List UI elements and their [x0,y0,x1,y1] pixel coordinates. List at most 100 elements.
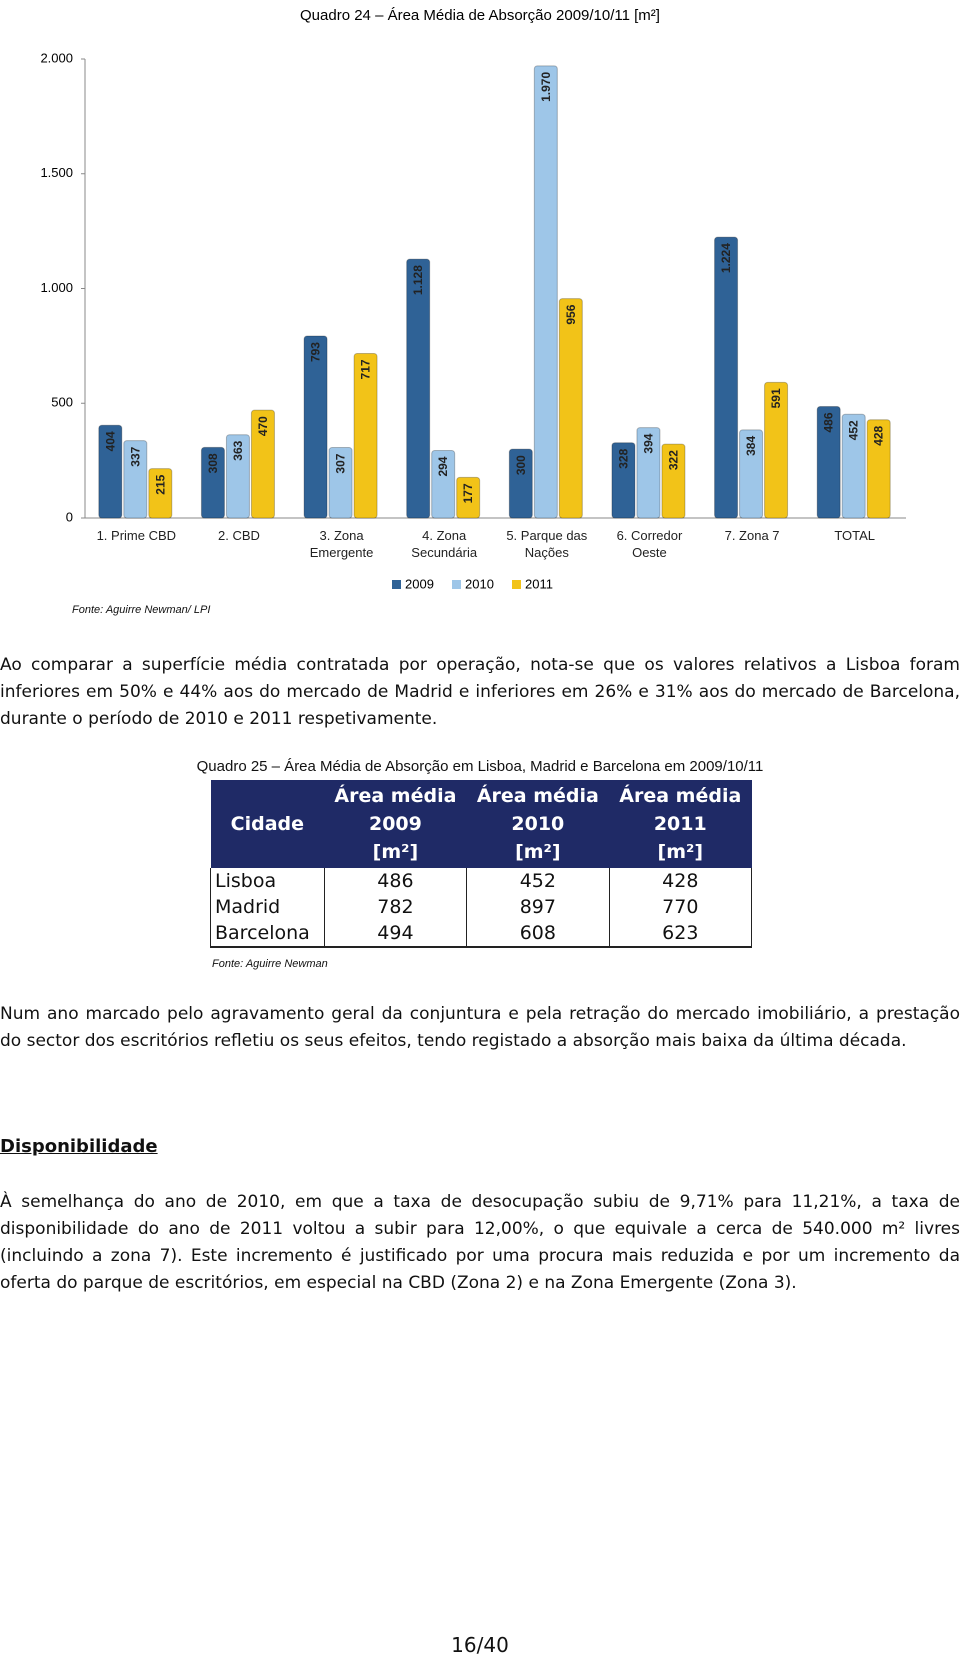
y-tick-label: 2.000 [40,50,73,65]
bar [841,413,866,519]
x-tick-label: 5. Parque das Nações [506,528,588,560]
table-cell: Lisboa [210,868,325,894]
header-cell: Cidade [210,780,325,868]
value-label: 793 [309,342,323,362]
bar [431,450,456,519]
legend-swatch [452,580,461,589]
header-line: [m²] [515,841,561,863]
value-label: 394 [641,433,655,453]
bar [739,429,764,519]
x-tick-label: 2. CBD [217,528,260,543]
header-line: Área média [619,785,742,807]
legend-label: 2009 [405,576,434,591]
header-line: Área média [476,785,599,807]
bar [123,440,148,519]
bar [98,424,123,519]
bar [533,65,558,519]
table-cell: 452 [466,868,610,894]
value-label: 294 [436,456,450,476]
value-label: 1.970 [539,72,553,102]
value-label: 322 [666,450,680,470]
value-label: 307 [334,453,348,473]
x-tick-label: 4. Zona Secundária [411,528,478,560]
bar [558,298,583,519]
table-cell: Madrid [210,894,325,920]
bar [456,476,481,519]
bar [816,405,841,519]
header-row: Cidade Área média 2009 [m²] Área média 2010 [m… [210,780,752,868]
x-tick-label: TOTAL [834,528,876,543]
header-cell: Área média 2009 [m²] [324,780,467,868]
value-label: 177 [461,483,475,503]
legend-swatch [392,580,401,589]
legend-label: 2010 [465,576,494,591]
chart-source: Fonte: Aguirre Newman/ LPI [72,604,211,616]
bar [611,442,636,519]
value-label: 486 [822,412,836,432]
y-tick-label: 1.500 [40,165,73,180]
x-tick-label: 6. Corredor Oeste [616,528,683,560]
value-label: 384 [744,436,758,456]
value-label: 428 [872,425,886,445]
bar [250,409,275,519]
header-line: Área média [334,785,457,807]
x-tick-label: 1. Prime CBD [96,528,177,543]
section-heading: Disponibilidade [0,1136,158,1157]
value-label: 452 [847,420,861,440]
header-line: 2010 [511,813,565,835]
y-tick-label: 0 [66,509,73,524]
table-cell: 770 [608,894,753,920]
header-line: [m²] [657,841,704,863]
table-cell: 486 [323,868,468,894]
page-number: 16/40 [451,1633,509,1657]
bar [303,335,328,519]
bar [353,352,378,519]
legend-label: 2011 [525,576,553,591]
legend-swatch [512,580,521,589]
bar [148,468,173,519]
header-line: Cidade [230,813,305,835]
chart-title: Quadro 24 – Área Média de Absorção 2009/… [300,7,660,24]
table-cell: 494 [323,920,468,948]
value-label: 1.224 [719,243,733,273]
bar [200,446,225,519]
paragraph: Ao comparar a superfície média contratad… [0,655,960,729]
x-tick-label: 7. Zona 7 [724,528,780,543]
header-cell: Área média 2011 [m²] [609,780,752,868]
bar [636,427,661,519]
bar [714,236,739,519]
value-label: 328 [616,448,630,468]
table-cell: 782 [323,894,468,920]
x-tick-label: 3. Zona Emergente [309,528,374,560]
value-label: 470 [256,416,270,436]
table-caption: Quadro 25 – Área Média de Absorção em Li… [196,758,764,775]
value-label: 215 [153,474,167,494]
bar [866,419,891,519]
y-tick-label: 1.000 [40,280,73,295]
paragraph: À semelhança do ano de 2010, em que a ta… [0,1192,960,1293]
value-label: 404 [103,431,117,451]
table-row: Madrid 782 897 770 [210,894,753,920]
value-label: 1.128 [411,265,425,295]
bar [406,258,431,519]
value-label: 337 [128,446,142,466]
table-cell: 897 [466,894,610,920]
value-label: 956 [564,304,578,324]
bar [764,381,789,519]
header-line: 2011 [653,813,707,835]
bar [328,447,353,519]
table-cell: 428 [608,868,753,894]
value-label: 300 [514,455,528,475]
table-cell: 623 [608,920,753,948]
bar [661,443,686,519]
y-tick-label: 500 [51,395,73,410]
value-label: 363 [231,440,245,460]
bar [225,434,250,519]
header-line: 2009 [368,813,422,835]
header-cell: Área média 2010 [m²] [466,780,610,868]
value-label: 308 [206,453,220,473]
table-cell: 608 [466,920,610,948]
table-row: Barcelona 494 608 623 [210,920,753,948]
table-cell: Barcelona [210,920,325,948]
